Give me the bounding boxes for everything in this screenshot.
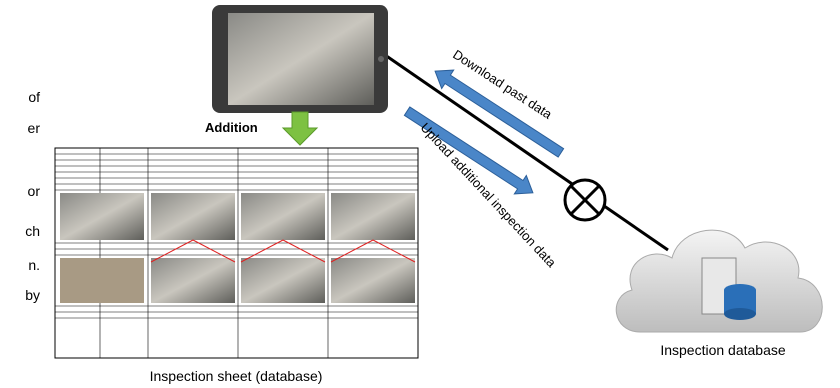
upload-arrow <box>401 102 539 202</box>
diagram: Download past data Upload additional ins… <box>0 0 840 388</box>
tablet-screen <box>228 13 374 105</box>
database-icon <box>724 308 756 320</box>
addition-arrow <box>283 112 317 145</box>
connection-line <box>385 55 668 250</box>
sheet-photos <box>60 193 415 303</box>
cropped-text: ch <box>25 223 40 239</box>
cropped-text: of <box>28 89 40 105</box>
cropped-text: by <box>25 287 40 303</box>
sheet-caption: Inspection sheet (database) <box>150 368 323 384</box>
tablet-button <box>378 56 384 62</box>
cropped-text: or <box>28 183 41 199</box>
addition-label: Addition <box>205 120 258 135</box>
cropped-text: n. <box>28 257 40 273</box>
page: Download past data Upload additional ins… <box>0 0 840 388</box>
cropped-text: er <box>28 120 41 136</box>
inspection-sheet <box>55 148 418 358</box>
database-label: Inspection database <box>660 342 786 358</box>
